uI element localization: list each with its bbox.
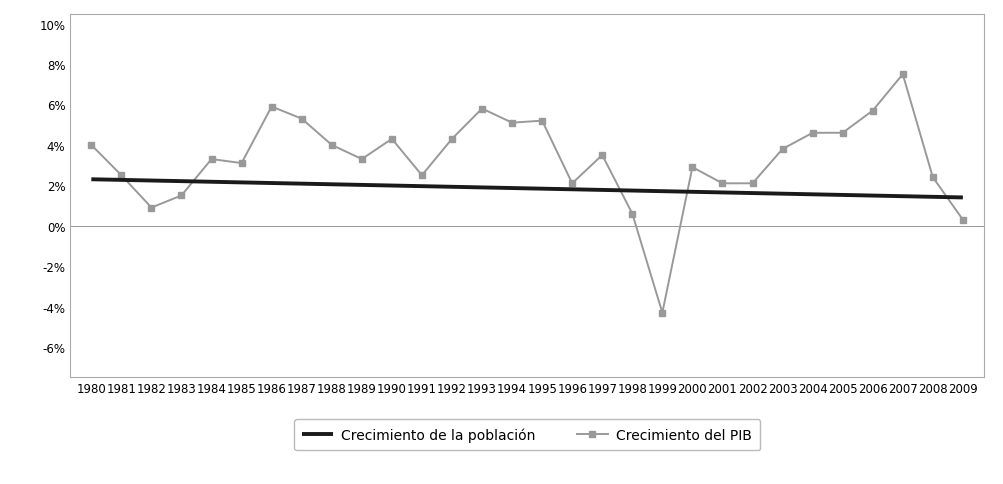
Crecimiento de la población [145,178,157,184]
Crecimiento del PIB [355,157,367,163]
Crecimiento del PIB [896,72,908,78]
Crecimiento de la población [475,185,487,191]
Crecimiento de la población [866,193,878,199]
Crecimiento del PIB [866,108,878,114]
Crecimiento del PIB [566,181,578,187]
Crecimiento de la población [656,189,668,195]
Legend: Crecimiento de la población, Crecimiento del PIB: Crecimiento de la población, Crecimiento… [294,419,759,451]
Crecimiento del PIB [775,147,787,152]
Line: Crecimiento del PIB: Crecimiento del PIB [88,72,965,316]
Crecimiento de la población [115,178,127,183]
Crecimiento de la población [835,193,848,198]
Crecimiento del PIB [115,173,127,179]
Crecimiento del PIB [445,136,457,142]
Crecimiento del PIB [746,181,758,187]
Crecimiento de la población [926,195,938,200]
Crecimiento del PIB [85,143,97,149]
Crecimiento del PIB [266,105,278,110]
Crecimiento de la población [415,184,427,190]
Crecimiento del PIB [805,131,817,136]
Line: Crecimiento de la población: Crecimiento de la población [91,180,962,198]
Crecimiento del PIB [536,119,548,124]
Crecimiento de la población [325,182,337,188]
Crecimiento del PIB [686,165,698,171]
Crecimiento de la población [805,192,817,198]
Crecimiento del PIB [926,175,938,181]
Crecimiento de la población [295,182,307,187]
Crecimiento del PIB [475,106,487,112]
Crecimiento de la población [536,186,548,192]
Crecimiento de la población [355,182,367,188]
Crecimiento de la población [385,183,397,189]
Crecimiento del PIB [325,143,337,149]
Crecimiento del PIB [145,205,157,211]
Crecimiento de la población [266,181,278,186]
Crecimiento de la población [775,191,787,197]
Crecimiento del PIB [176,193,188,199]
Crecimiento del PIB [656,310,668,316]
Crecimiento del PIB [415,173,427,179]
Crecimiento de la población [85,177,97,183]
Crecimiento del PIB [236,161,248,166]
Crecimiento del PIB [835,131,848,136]
Crecimiento de la población [746,191,758,197]
Crecimiento del PIB [506,121,518,126]
Crecimiento del PIB [626,212,638,217]
Crecimiento de la población [686,190,698,196]
Crecimiento de la población [956,195,968,201]
Crecimiento de la población [506,186,518,192]
Crecimiento de la población [566,187,578,193]
Crecimiento de la población [596,188,608,194]
Crecimiento de la población [626,188,638,194]
Crecimiento del PIB [385,136,397,142]
Crecimiento del PIB [596,153,608,159]
Crecimiento de la población [176,179,188,185]
Crecimiento de la población [236,180,248,186]
Crecimiento del PIB [206,157,218,163]
Crecimiento del PIB [295,117,307,122]
Crecimiento de la población [716,190,728,196]
Crecimiento del PIB [956,217,968,223]
Crecimiento de la población [896,194,908,200]
Crecimiento de la población [445,184,457,190]
Crecimiento de la población [206,180,218,185]
Crecimiento del PIB [716,181,728,187]
